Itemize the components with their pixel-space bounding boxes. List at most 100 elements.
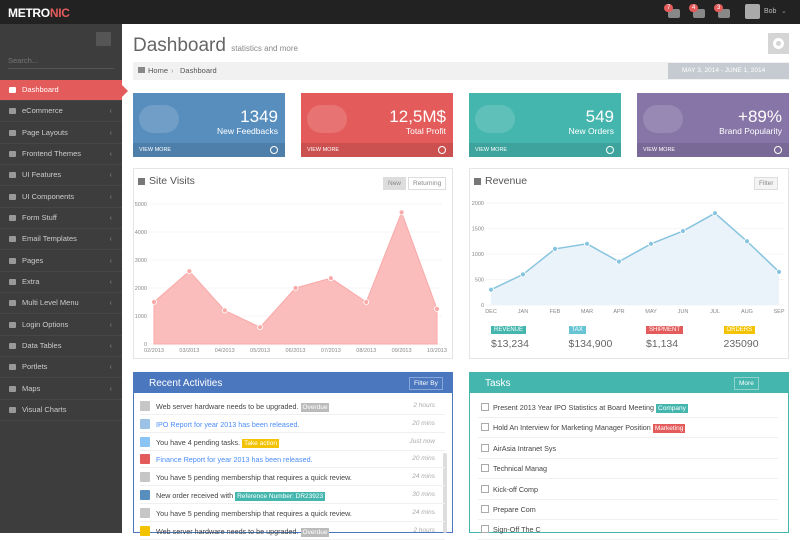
summary-label: SHIPMENT <box>646 326 684 334</box>
portlet-icon <box>138 178 145 185</box>
portlet-title: Recent Activities <box>149 378 223 389</box>
activity-item[interactable]: You have 5 pending membership that requi… <box>140 469 445 487</box>
menu-label: Email Templates <box>22 234 77 244</box>
menu-label: Maps <box>22 383 41 393</box>
activity-text-wrap: You have 5 pending membership that requi… <box>156 509 352 518</box>
task-checkbox[interactable] <box>481 484 489 493</box>
breadcrumb-home[interactable]: Home <box>148 66 169 75</box>
task-text: AirAsia Intranet Sys <box>493 443 557 453</box>
notification-icon[interactable] <box>693 9 705 18</box>
view-more[interactable]: VIEW MORE <box>475 147 508 153</box>
task-checkbox[interactable] <box>481 423 489 432</box>
task-item[interactable]: AirAsia Intranet Sys <box>478 439 778 459</box>
task-text-wrap: Present 2013 Year IPO Statistics at Boar… <box>493 403 688 413</box>
menu-item[interactable]: Visual Charts <box>0 400 122 421</box>
task-tag: Company <box>656 404 688 413</box>
task-checkbox[interactable] <box>481 505 489 513</box>
view-more[interactable]: VIEW MORE <box>643 147 676 153</box>
menu-item[interactable]: Extra ‹ <box>0 272 122 293</box>
active-arrow <box>122 85 128 97</box>
activity-item[interactable]: New order received with Reference Number:… <box>140 487 445 504</box>
menu-label: Pages <box>22 255 44 265</box>
view-more[interactable]: VIEW MORE <box>307 147 340 153</box>
summary-label: TAX <box>568 326 586 334</box>
tile-footer[interactable]: VIEW MORE <box>637 143 789 157</box>
menu-item[interactable]: Data Tables ‹ <box>0 336 122 357</box>
menu-label: Login Options <box>22 319 69 329</box>
stat-tile[interactable]: 1349 New Feedbacks VIEW MORE <box>133 93 285 157</box>
notification-icon[interactable] <box>718 9 730 18</box>
summary-value: $13,234 <box>491 338 529 350</box>
tile-footer[interactable]: VIEW MORE <box>133 143 285 157</box>
filter-button[interactable]: Filter <box>754 177 779 190</box>
more-button[interactable]: More <box>734 377 759 390</box>
top-bar: METRONIC Bob ⌄ 7 4 3 <box>0 0 800 24</box>
task-checkbox[interactable] <box>481 403 489 411</box>
avatar[interactable] <box>745 4 760 19</box>
submenu-arrow: ‹ <box>109 106 113 116</box>
task-item[interactable]: Hold An Interview for Marketing Manager … <box>478 418 778 439</box>
tile-footer[interactable]: VIEW MORE <box>469 143 621 157</box>
notification-icon[interactable] <box>668 9 680 18</box>
user-name[interactable]: Bob <box>764 8 777 15</box>
menu-icon <box>9 300 16 307</box>
task-item[interactable]: Technical Manag <box>478 459 778 480</box>
task-item[interactable]: Kick-off Comp <box>478 480 778 500</box>
menu-item[interactable]: Page Layouts ‹ <box>0 123 122 144</box>
menu-item[interactable]: Pages ‹ <box>0 251 122 272</box>
task-checkbox[interactable] <box>481 464 489 473</box>
view-more[interactable]: VIEW MORE <box>139 147 172 153</box>
filter-button[interactable]: Filter By <box>409 377 443 390</box>
menu-item[interactable]: Login Options ‹ <box>0 315 122 336</box>
activity-time: 20 mins <box>412 455 435 463</box>
summary-value: $134,900 <box>568 338 613 350</box>
menu-item[interactable]: UI Features ‹ <box>0 165 122 187</box>
page-title: Dashboard statistics and more <box>133 35 298 57</box>
menu-label: Frontend Themes <box>22 148 82 158</box>
stat-tile[interactable]: 549 New Orders VIEW MORE <box>469 93 621 157</box>
menu-item[interactable]: Email Templates ‹ <box>0 229 122 251</box>
activity-item[interactable]: Finance Report for year 2013 has been re… <box>140 451 445 469</box>
menu-item[interactable]: Frontend Themes ‹ <box>0 144 122 165</box>
stat-label: New Orders <box>568 126 614 136</box>
settings-button[interactable] <box>768 33 789 54</box>
task-text-wrap: Hold An Interview for Marketing Manager … <box>493 423 686 434</box>
notification-badge: 3 <box>714 4 724 12</box>
menu-item[interactable]: Portlets ‹ <box>0 357 122 379</box>
activity-text: Web server hardware needs to be upgraded… <box>156 526 299 536</box>
menu-item[interactable]: UI Components ‹ <box>0 187 122 208</box>
sidebar-toggle[interactable] <box>96 32 111 46</box>
task-checkbox[interactable] <box>481 525 489 534</box>
menu-label: Visual Charts <box>22 404 67 414</box>
activity-text: Web server hardware needs to be upgraded… <box>156 402 299 411</box>
activity-item[interactable]: Web server hardware needs to be upgraded… <box>140 398 445 415</box>
activity-text: You have 5 pending membership that requi… <box>156 508 352 518</box>
activity-item[interactable]: You have 5 pending membership that requi… <box>140 505 445 522</box>
menu-item[interactable]: Maps ‹ <box>0 379 122 400</box>
scrollbar[interactable] <box>443 453 447 533</box>
stat-label: Brand Popularity <box>719 126 782 136</box>
activity-item[interactable]: Web server hardware needs to be upgraded… <box>140 523 445 540</box>
tab-new[interactable]: New <box>383 177 407 190</box>
activity-time: 2 hours <box>413 402 435 409</box>
task-checkbox[interactable] <box>481 443 489 452</box>
user-caret: ⌄ <box>781 8 787 15</box>
task-item[interactable]: Sign-Off The C <box>478 520 778 540</box>
task-item[interactable]: Prepare Com <box>478 500 778 520</box>
stat-tile[interactable]: 12,5M$ Total Profit VIEW MORE <box>301 93 453 157</box>
menu-item[interactable]: Dashboard <box>0 80 128 101</box>
stat-tile[interactable]: +89% Brand Popularity VIEW MORE <box>637 93 789 157</box>
menu-item[interactable]: Multi Level Menu ‹ <box>0 293 122 315</box>
date-range[interactable]: MAY 3, 2014 - JUNE 1, 2014 <box>668 63 789 79</box>
tile-footer[interactable]: VIEW MORE <box>301 143 453 157</box>
menu-item[interactable]: Form Stuff ‹ <box>0 208 122 229</box>
task-text: Sign-Off The C <box>493 525 541 535</box>
menu-item[interactable]: eCommerce ‹ <box>0 101 122 123</box>
activity-item[interactable]: IPO Report for year 2013 has been releas… <box>140 416 445 433</box>
tab-returning[interactable]: Returning <box>408 177 447 190</box>
arrow-circle <box>270 146 278 154</box>
search-box[interactable]: Search... <box>8 56 114 69</box>
activity-item[interactable]: You have 4 pending tasks. Take action Just… <box>140 434 445 451</box>
task-item[interactable]: Present 2013 Year IPO Statistics at Boar… <box>478 398 778 418</box>
